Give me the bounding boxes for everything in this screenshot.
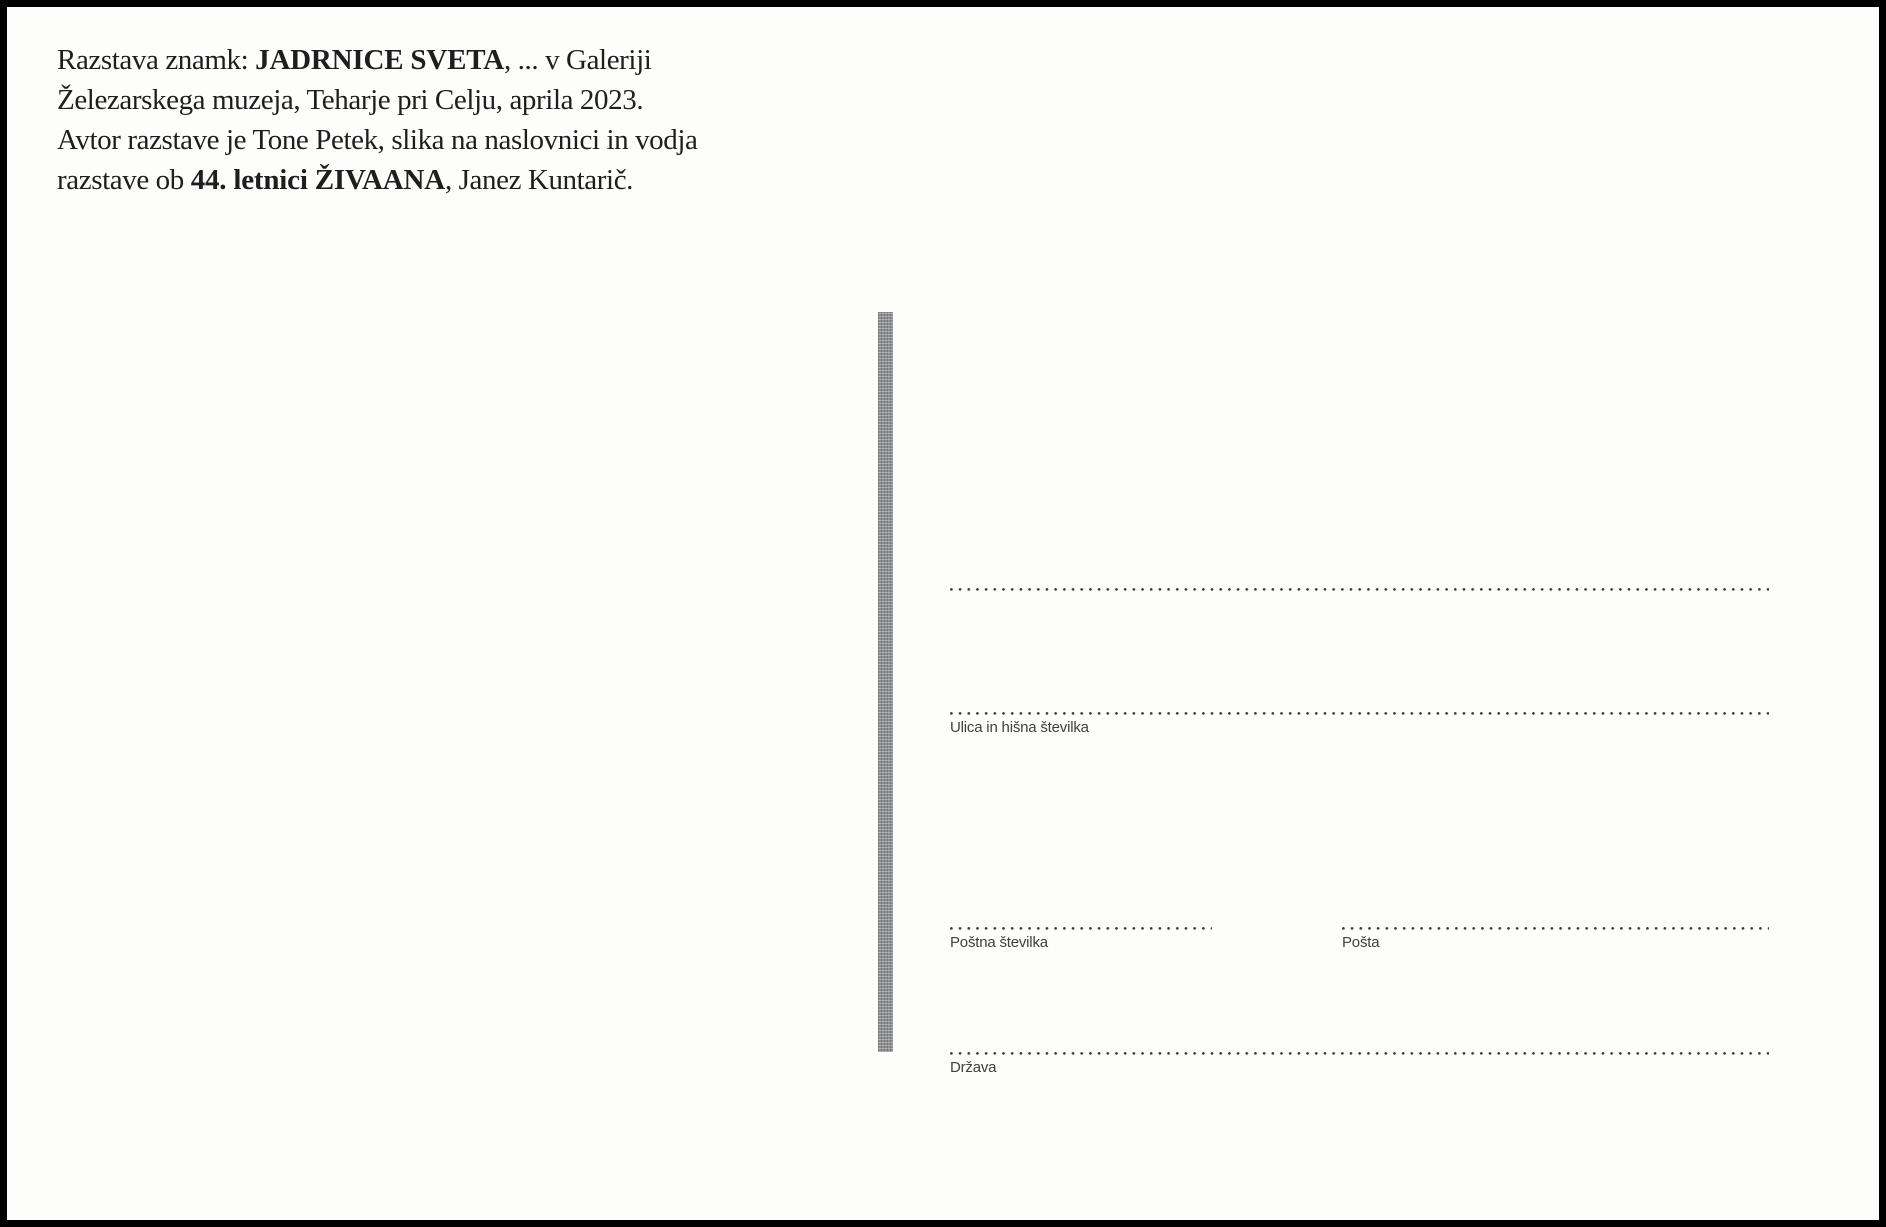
caption-line-4: razstave ob 44. letnici ŽIVAANA, Janez K… (57, 160, 877, 200)
caption-text: razstave ob (57, 164, 191, 196)
caption-bold-anniversary: 44. letnici ŽIVAANA (190, 164, 445, 196)
caption-text: Razstava znamk: (57, 44, 256, 76)
postal-code-label: Poštna številka (950, 934, 1048, 951)
country-field: Država (950, 1052, 1769, 1077)
caption-line-2: Železarskega muzeja, Teharje pri Celju, … (57, 84, 644, 116)
address-divider-bar (878, 312, 893, 1052)
street-line (950, 712, 1769, 715)
street-label: Ulica in hišna številka (950, 719, 1089, 736)
caption-line-1: Razstava znamk: JADRNICE SVETA, ... v Ga… (57, 40, 877, 80)
recipient-name-line (950, 588, 1769, 591)
post-office-label: Pošta (1342, 934, 1380, 951)
caption-line-3: Avtor razstave je Tone Petek, slika na n… (57, 124, 698, 156)
recipient-name-field (950, 588, 1769, 591)
country-line (950, 1052, 1769, 1055)
post-office-field: Pošta (1342, 927, 1769, 952)
country-label: Država (950, 1059, 997, 1076)
caption-text: , ... v Galeriji (503, 44, 652, 76)
caption-bold-title: JADRNICE SVETA (255, 44, 504, 76)
exhibition-caption: Razstava znamk: JADRNICE SVETA, ... v Ga… (57, 40, 877, 200)
caption-text: , Janez Kuntarič. (444, 164, 634, 196)
street-field: Ulica in hišna številka (950, 712, 1769, 737)
postal-code-line (950, 927, 1212, 930)
postal-code-field: Poštna številka (950, 927, 1212, 952)
post-office-line (1342, 927, 1769, 930)
